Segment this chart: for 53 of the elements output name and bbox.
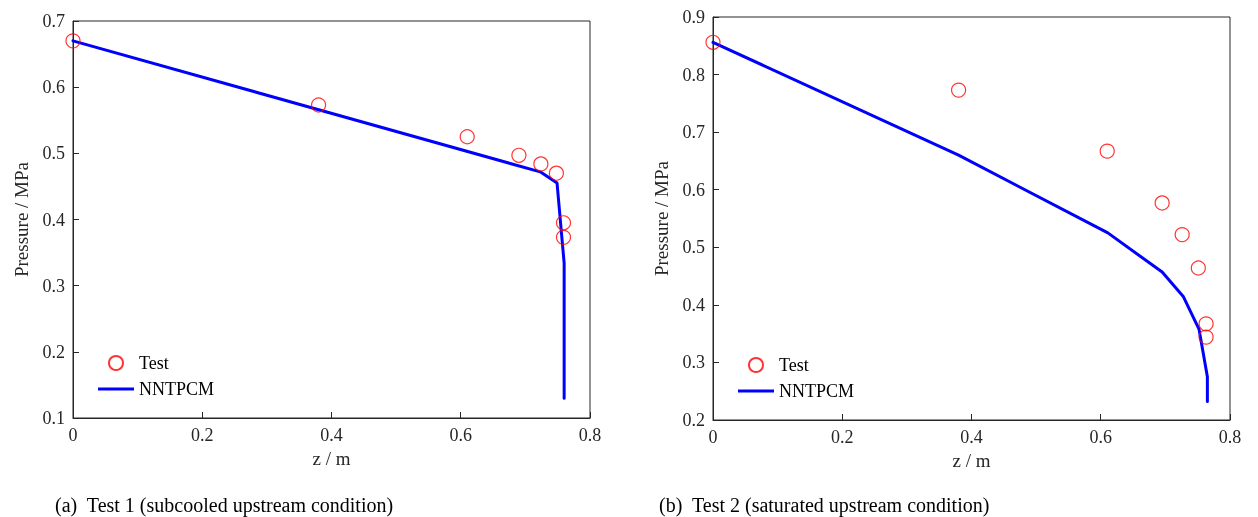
legend-label: NNTPCM bbox=[779, 381, 855, 401]
text: (b) Test 2 (saturated upstream condition) bbox=[659, 494, 990, 517]
line-series bbox=[711, 40, 1209, 404]
point bbox=[65, 33, 81, 49]
x-axis-title: z / m bbox=[312, 447, 351, 469]
y-tick-label: 0.4 bbox=[682, 294, 705, 315]
y-tick-label: 0.6 bbox=[42, 77, 65, 98]
point bbox=[310, 97, 327, 113]
y-tick-label: 0.5 bbox=[42, 143, 65, 164]
y-axis-title: Pressure / MPa bbox=[11, 161, 32, 278]
y-tick-label: 0.3 bbox=[682, 352, 705, 373]
x-axis-title: z / m bbox=[952, 449, 991, 471]
y-tick-label: 0.7 bbox=[42, 11, 65, 31]
y-tick-label: 0.6 bbox=[682, 179, 705, 200]
y-tick-label: 0.8 bbox=[682, 64, 705, 85]
point bbox=[1190, 260, 1206, 276]
y-tick-label: 0.9 bbox=[682, 7, 705, 27]
point bbox=[555, 229, 572, 245]
point bbox=[705, 34, 721, 50]
point bbox=[950, 82, 967, 98]
y-tick-label: 0.4 bbox=[42, 209, 65, 230]
legend-label: Test bbox=[779, 355, 809, 375]
point bbox=[1099, 143, 1115, 159]
point bbox=[1198, 329, 1214, 345]
point bbox=[1174, 227, 1190, 243]
point bbox=[1154, 195, 1170, 211]
x-tick-label: 0.2 bbox=[831, 427, 854, 447]
x-tick-label: 0.6 bbox=[1089, 427, 1112, 447]
legend-label: NNTPCM bbox=[139, 379, 215, 399]
y-tick-label: 0.2 bbox=[42, 341, 65, 362]
y-tick-label: 0.7 bbox=[682, 122, 705, 143]
x-tick-label: 0.4 bbox=[320, 425, 343, 445]
point bbox=[548, 165, 564, 181]
x-tick-label: 0 bbox=[68, 425, 78, 445]
x-tick-label: 0.8 bbox=[1218, 427, 1242, 447]
x-tick-label: 0.4 bbox=[960, 427, 983, 447]
text: (a) Test 1 (subcooled upstream condition) bbox=[55, 494, 394, 517]
y-tick-label: 0.2 bbox=[682, 410, 705, 430]
y-tick-label: 0.1 bbox=[42, 408, 65, 428]
point bbox=[533, 156, 549, 172]
legend-label: Test bbox=[139, 353, 169, 373]
x-tick-label: 0.8 bbox=[578, 425, 602, 445]
y-axis-title: Pressure / MPa bbox=[651, 160, 672, 277]
line-series bbox=[71, 39, 566, 400]
point bbox=[459, 129, 475, 145]
x-tick-label: 0 bbox=[708, 427, 718, 447]
x-tick-label: 0.6 bbox=[449, 425, 472, 445]
point bbox=[1198, 316, 1214, 332]
x-tick-label: 0.2 bbox=[191, 425, 214, 445]
point bbox=[555, 215, 572, 231]
y-tick-label: 0.3 bbox=[42, 275, 65, 296]
y-tick-label: 0.5 bbox=[682, 237, 705, 258]
point bbox=[511, 147, 527, 163]
